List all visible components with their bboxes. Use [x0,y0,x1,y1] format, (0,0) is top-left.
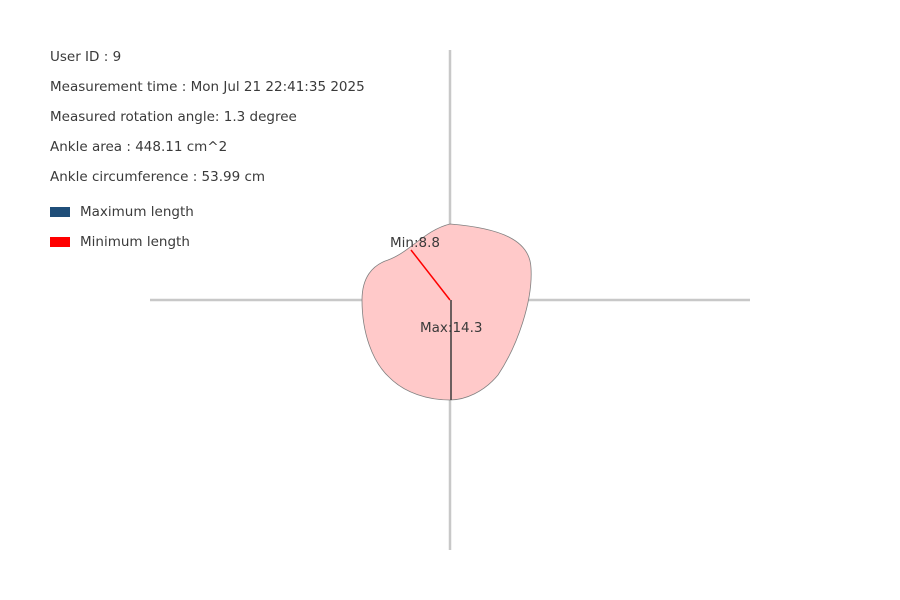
legend-max-swatch [50,207,70,217]
measurement-time-text: Measurement time : Mon Jul 21 22:41:35 2… [50,79,365,95]
min-length-line [410,249,451,301]
legend-max-label: Maximum length [80,204,194,220]
ankle-area-text: Ankle area : 448.11 cm^2 [50,139,228,155]
rotation-angle-text: Measured rotation angle: 1.3 degree [50,109,297,125]
ankle-circumference-text: Ankle circumference : 53.99 cm [50,169,266,185]
legend-min-label: Minimum length [80,234,190,250]
max-length-label: Max:14.3 [420,320,483,336]
user-id-text: User ID : 9 [50,49,122,65]
ankle-shape [361,223,532,401]
legend-min-length: Minimum length [50,234,190,250]
min-length-label: Min:8.8 [390,235,440,251]
legend-min-swatch [50,237,70,247]
legend-max-length: Maximum length [50,204,194,220]
